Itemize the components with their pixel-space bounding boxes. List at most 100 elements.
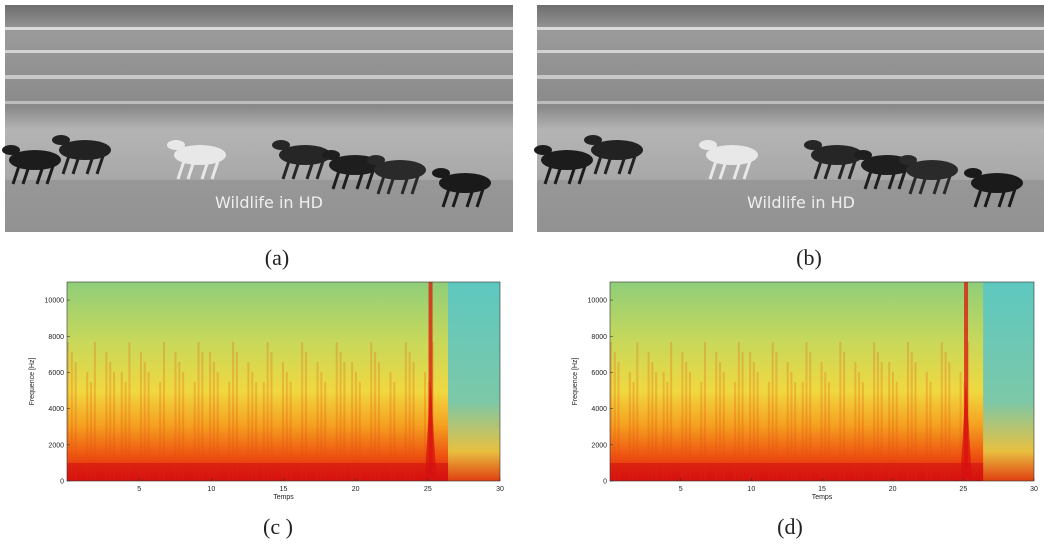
overlay-text: Wildlife in HD <box>747 193 855 212</box>
streak <box>71 352 73 481</box>
streak <box>704 342 706 481</box>
streak <box>941 342 943 481</box>
streak <box>128 342 130 481</box>
y-axis-label: Frequence [Hz] <box>572 358 579 406</box>
horse-head <box>804 140 822 150</box>
streak <box>805 342 807 481</box>
wave <box>5 75 513 79</box>
y-tick-label: 4000 <box>48 406 64 413</box>
caption: (d) <box>777 514 803 539</box>
streak <box>301 342 303 481</box>
x-axis-label: Temps <box>273 494 294 501</box>
y-tick-label: 10000 <box>45 298 65 305</box>
y-tick-label: 4000 <box>591 406 607 413</box>
photo: Wildlife in HD <box>534 5 1044 232</box>
x-tick-label: 10 <box>207 486 215 493</box>
streak <box>681 352 683 481</box>
y-tick-label: 10000 <box>588 298 608 305</box>
streak <box>105 352 107 481</box>
streak <box>267 342 269 481</box>
streak <box>738 342 740 481</box>
spectrogram-tail <box>448 282 500 481</box>
streak <box>877 352 879 481</box>
streak <box>209 352 211 481</box>
x-tick-label: 20 <box>352 486 360 493</box>
streak <box>336 342 338 481</box>
wave <box>537 27 1044 30</box>
streak <box>201 352 203 481</box>
horse-head <box>367 155 385 165</box>
streak <box>140 352 142 481</box>
wave <box>537 50 1044 53</box>
horse-head <box>534 145 552 155</box>
streak <box>772 342 774 481</box>
y-tick-label: 6000 <box>591 370 607 377</box>
wave <box>537 101 1044 104</box>
streak <box>843 352 845 481</box>
streak <box>648 352 650 481</box>
horse-head <box>272 140 290 150</box>
streak <box>374 352 376 481</box>
streak <box>715 352 717 481</box>
figure: Wildlife in HD (a) Wildlife in HD (b) 0 2000 4… <box>0 0 1044 546</box>
streak <box>670 342 672 481</box>
y-tick-label: 2000 <box>48 442 64 449</box>
x-tick-label: 15 <box>818 486 826 493</box>
streak <box>174 352 176 481</box>
streak <box>370 342 372 481</box>
wave <box>5 27 513 30</box>
low-band <box>67 463 448 481</box>
y-axis-label: Frequence [Hz] <box>29 358 36 406</box>
streak <box>742 352 744 481</box>
streak <box>775 352 777 481</box>
streak <box>409 352 411 481</box>
horse-head <box>2 145 20 155</box>
x-tick-label: 20 <box>889 486 897 493</box>
streak <box>945 352 947 481</box>
caption: (a) <box>265 245 289 270</box>
y-tick-label: 6000 <box>48 370 64 377</box>
low-band <box>610 463 983 481</box>
streak <box>749 352 751 481</box>
x-tick-label: 5 <box>137 486 141 493</box>
streak <box>270 352 272 481</box>
horse-head <box>699 140 717 150</box>
y-tick-label: 0 <box>60 479 64 486</box>
horse-head <box>584 135 602 145</box>
y-tick-label: 8000 <box>591 334 607 341</box>
x-tick-label: 30 <box>1030 486 1038 493</box>
streak <box>839 342 841 481</box>
caption: (c ) <box>263 514 293 539</box>
horse-head <box>167 140 185 150</box>
streak <box>809 352 811 481</box>
streak <box>340 352 342 481</box>
streak <box>873 342 875 481</box>
x-tick-label: 15 <box>280 486 288 493</box>
streak <box>163 342 165 481</box>
photo: Wildlife in HD <box>2 5 513 232</box>
horse-head <box>432 168 450 178</box>
horse-head <box>52 135 70 145</box>
streak <box>94 342 96 481</box>
x-tick-label: 25 <box>959 486 967 493</box>
streak <box>636 342 638 481</box>
streak <box>305 352 307 481</box>
horse-head <box>899 155 917 165</box>
y-tick-label: 0 <box>603 479 607 486</box>
wave <box>5 101 513 104</box>
horse-head <box>322 150 340 160</box>
x-tick-label: 10 <box>747 486 755 493</box>
streak <box>232 342 234 481</box>
x-tick-label: 25 <box>424 486 432 493</box>
streak <box>907 342 909 481</box>
y-tick-label: 8000 <box>48 334 64 341</box>
streak <box>198 342 200 481</box>
caption: (b) <box>796 245 822 270</box>
wave <box>5 50 513 53</box>
y-tick-label: 2000 <box>591 442 607 449</box>
streak <box>405 342 407 481</box>
x-tick-label: 5 <box>679 486 683 493</box>
streak <box>236 352 238 481</box>
x-tick-label: 30 <box>496 486 504 493</box>
streak <box>614 352 616 481</box>
